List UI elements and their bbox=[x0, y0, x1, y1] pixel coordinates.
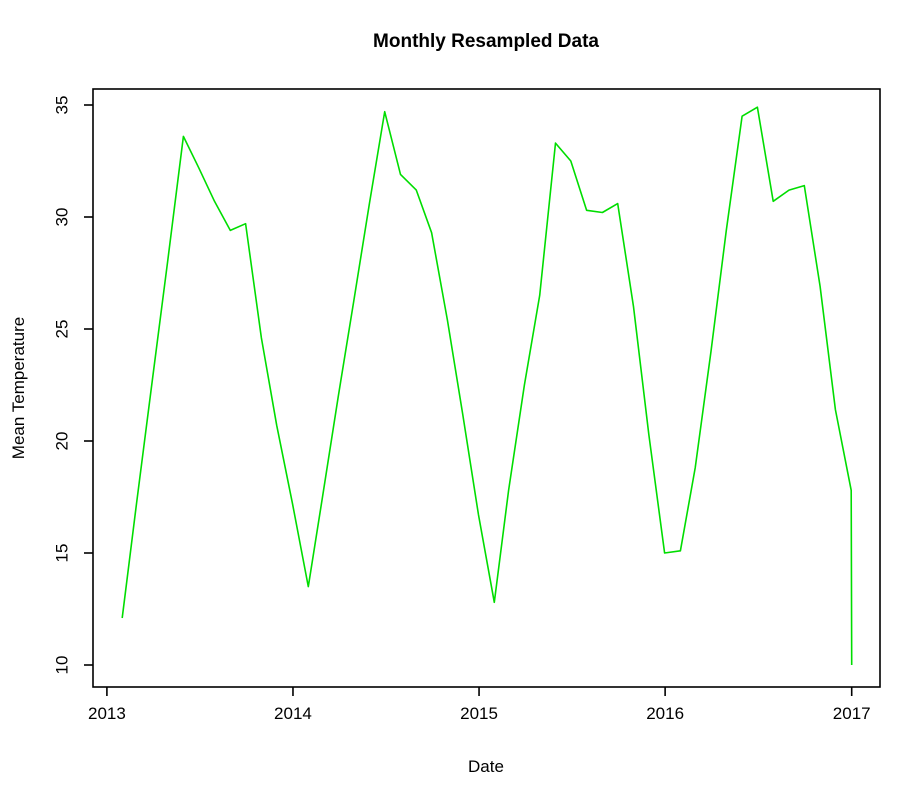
chart-title: Monthly Resampled Data bbox=[373, 31, 599, 52]
y-tick-label: 15 bbox=[53, 544, 72, 563]
temperature-line bbox=[121, 106, 853, 666]
x-tick-label: 2014 bbox=[274, 704, 312, 723]
y-tick-label: 30 bbox=[53, 208, 72, 227]
x-tick-label: 2016 bbox=[646, 704, 684, 723]
y-tick-label: 35 bbox=[53, 96, 72, 115]
y-tick-label: 25 bbox=[53, 320, 72, 339]
x-tick-label: 2017 bbox=[833, 704, 871, 723]
y-axis-ticks: 10 15 20 25 30 35 bbox=[53, 96, 93, 675]
x-tick-label: 2015 bbox=[460, 704, 498, 723]
x-axis-ticks: 2013 2014 2015 2016 2017 bbox=[88, 687, 871, 723]
plot-border bbox=[92, 88, 881, 688]
x-axis-title: Date bbox=[468, 757, 504, 776]
y-axis-title: Mean Temperature bbox=[9, 317, 28, 459]
y-tick-label: 20 bbox=[53, 432, 72, 451]
x-tick-label: 2013 bbox=[88, 704, 126, 723]
y-tick-label: 10 bbox=[53, 656, 72, 675]
